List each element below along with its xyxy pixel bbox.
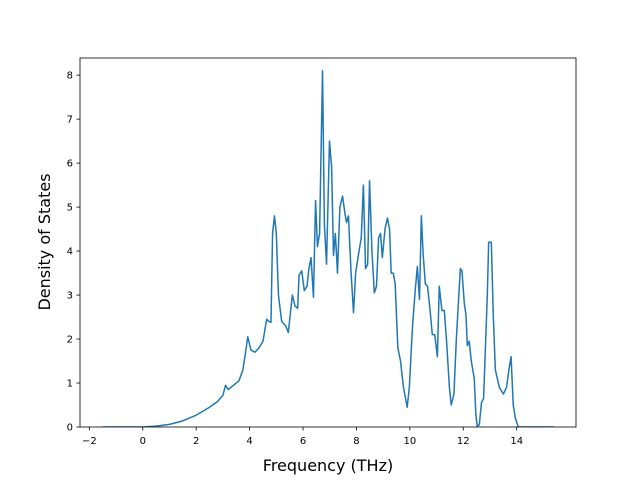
plot-frame	[79, 57, 577, 428]
x-tick-label: 14	[510, 436, 523, 447]
y-axis-label: Density of States	[35, 173, 54, 310]
x-tick-label: 0	[140, 436, 146, 447]
x-tick-label: 2	[193, 436, 199, 447]
y-tick-label: 8	[67, 71, 73, 82]
x-tick-label: −2	[82, 436, 97, 447]
y-tick-label: 0	[67, 423, 73, 434]
x-tick-label: 12	[457, 436, 470, 447]
x-tick-label: 8	[353, 436, 359, 447]
y-tick-label: 2	[67, 335, 73, 346]
y-tick-label: 5	[67, 203, 73, 214]
y-tick-label: 6	[67, 159, 73, 170]
y-tick-label: 1	[67, 379, 73, 390]
x-tick-label: 10	[403, 436, 416, 447]
line	[102, 70, 555, 427]
x-axis-label: Frequency (THz)	[263, 456, 393, 475]
y-tick-label: 4	[67, 247, 73, 258]
y-tick-label: 7	[67, 115, 73, 126]
x-tick-label: 6	[300, 436, 306, 447]
x-tick-label: 4	[246, 436, 252, 447]
y-tick-label: 3	[67, 291, 73, 302]
